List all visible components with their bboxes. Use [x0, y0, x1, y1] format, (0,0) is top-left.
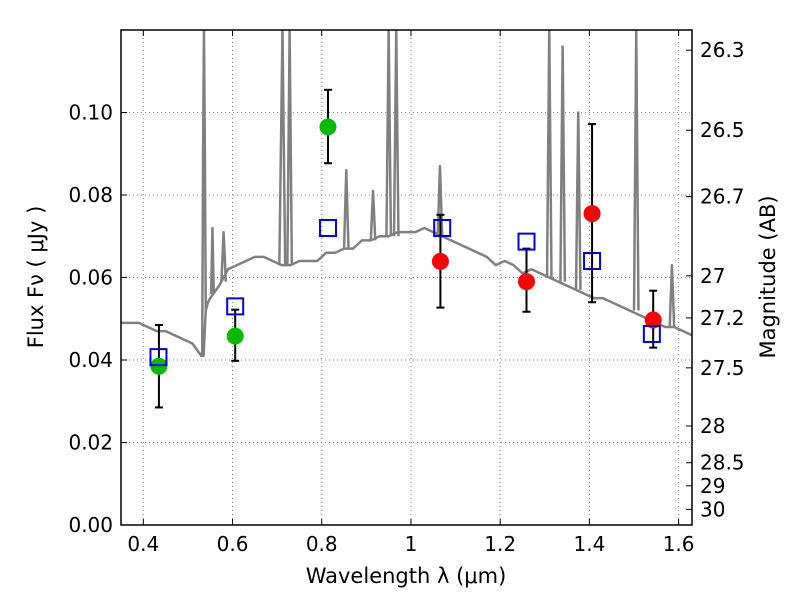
x-tick-label: 0.8: [306, 532, 338, 556]
model-photometry-square: [517, 232, 536, 251]
emission-line-peak: [436, 164, 444, 237]
y2-tick-label: 30: [700, 497, 725, 521]
emission-line-peak: [668, 263, 676, 328]
emission-line-peak: [545, 30, 553, 278]
green-photometry-point: [226, 327, 244, 345]
y2-tick-label: 27: [700, 264, 725, 288]
y2-tick-label: 27.5: [700, 356, 745, 380]
emission-line-peak: [209, 226, 216, 295]
emission-line-peak: [369, 189, 377, 241]
y2-axis-label: Magnitude (AB): [756, 195, 780, 358]
y2-tick-label: 26.7: [700, 185, 745, 209]
emission-line-peak: [342, 169, 350, 249]
emission-line-peak: [385, 30, 393, 237]
red-photometry-point: [583, 205, 601, 223]
series-layer: [121, 30, 692, 358]
emission-line-peak: [220, 230, 228, 282]
y-tick-label: 0.02: [68, 431, 113, 455]
x-tick-label: 1.2: [484, 532, 516, 556]
y-tick-label: 0.06: [68, 266, 113, 290]
x-tick-label: 1.4: [573, 532, 605, 556]
model-photometry-square: [226, 297, 245, 316]
model-photometry-square: [433, 219, 452, 237]
y-tick-label: 0.04: [68, 348, 113, 372]
y2-tick-label: 28: [700, 414, 725, 438]
emission-line-peak: [632, 30, 640, 311]
y2-tick-label: 26.5: [700, 118, 745, 142]
emission-line-peak: [278, 30, 287, 266]
grid-layer: [121, 30, 692, 526]
tick-layer: 0.4 0.6 0.8 1 1.2 1.4 1.6 0.00 0.02 0.04 0.06 0.08 0…: [68, 30, 745, 556]
y-tick-label: 0.00: [68, 513, 113, 537]
model-photometry-square: [149, 348, 168, 367]
green-photometry-point: [319, 118, 337, 136]
emission-line-peak: [286, 30, 294, 266]
model-photometry-square: [318, 219, 337, 237]
y-tick-label: 0.08: [68, 183, 113, 207]
y2-tick-label: 27.2: [700, 306, 745, 330]
x-tick-label: 1: [405, 532, 418, 556]
y2-tick-label: 28.5: [700, 451, 745, 475]
model-photometry-square: [583, 252, 602, 270]
emission-line-peak: [574, 111, 582, 290]
emission-line-peak: [392, 30, 400, 237]
emission-line-peak: [559, 45, 567, 282]
red-photometry-point: [517, 273, 535, 291]
model-photometry-square: [642, 325, 661, 344]
x-tick-label: 0.6: [217, 532, 249, 556]
red-photometry-point: [644, 311, 662, 329]
x-tick-label: 1.6: [663, 532, 695, 556]
emission-line-peak: [200, 30, 208, 356]
y-axis-label: Flux Fν ( μJy ): [24, 206, 48, 349]
y-tick-label: 0.10: [68, 101, 113, 125]
label-layer: Wavelength λ (μm) Flux Fν ( μJy ) Magnit…: [24, 195, 780, 588]
red-photometry-point: [431, 252, 449, 270]
green-photometry-point: [150, 357, 168, 375]
marker-layer: [149, 88, 662, 409]
y2-tick-label: 26.3: [700, 38, 745, 62]
x-tick-label: 0.4: [127, 532, 159, 556]
x-axis-label: Wavelength λ (μm): [306, 564, 507, 588]
y2-tick-label: 29: [700, 474, 725, 498]
